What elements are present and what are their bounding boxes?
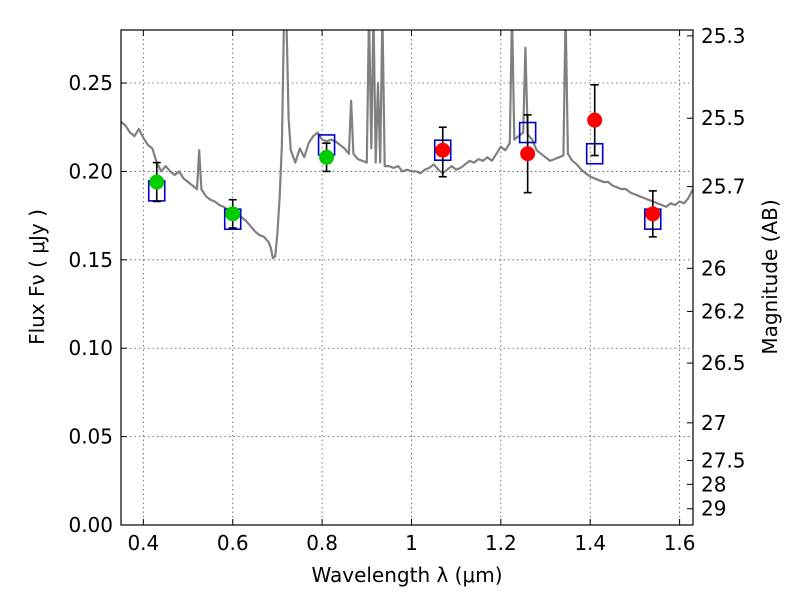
y-tick-label: 0.25: [68, 71, 113, 95]
green-data-point: [149, 174, 165, 190]
green-data-point: [319, 149, 335, 165]
red-data-point: [587, 112, 603, 128]
x-tick-label: 0.6: [217, 531, 249, 555]
x-tick-label: 1.2: [485, 531, 517, 555]
data-points: [147, 84, 662, 238]
x-tick-label: 1.4: [574, 531, 606, 555]
plot-background: [121, 30, 693, 525]
y-tick-label: 0.00: [68, 513, 113, 537]
y2-tick-label: 27: [701, 411, 726, 435]
y-axis-label: Flux Fν ( μJy ): [25, 209, 49, 345]
y2-tick-label: 25.5: [701, 106, 746, 130]
y-tick-label: 0.20: [68, 159, 113, 183]
y2-tick-label: 25.7: [701, 175, 746, 199]
y2-tick-label: 26.2: [701, 299, 746, 323]
red-data-point: [435, 142, 451, 158]
y2-tick-label: 28: [701, 472, 726, 496]
model-spectrum-line: [121, 30, 693, 260]
y2-tick-label: 26.5: [701, 351, 746, 375]
y2-tick-label: 26: [701, 256, 726, 280]
red-data-point: [645, 206, 661, 222]
y2-axis-label: Magnitude (AB): [758, 199, 782, 354]
axis-ticks: 0.4 0.6 0.8 1 1.2 1.4 1.6 0.00 0.05 0.10 0.15 0.20 0…: [68, 24, 745, 555]
y2-tick-label: 27.5: [701, 448, 746, 472]
x-tick-label: 0.8: [306, 531, 338, 555]
x-tick-label: 1: [405, 531, 418, 555]
y-tick-label: 0.15: [68, 248, 113, 272]
y-tick-label: 0.10: [68, 336, 113, 360]
grid-lines: [121, 30, 693, 526]
green-data-point: [225, 206, 241, 222]
x-tick-label: 1.6: [664, 531, 696, 555]
x-axis-label: Wavelength λ (μm): [311, 563, 502, 587]
y2-tick-label: 25.3: [701, 24, 746, 48]
y2-tick-label: 29: [701, 497, 726, 521]
y-tick-label: 0.05: [68, 425, 113, 449]
x-tick-label: 0.4: [127, 531, 159, 555]
red-data-point: [520, 146, 536, 162]
model-spectrum: [121, 30, 693, 260]
plot-frame: [120, 29, 694, 526]
